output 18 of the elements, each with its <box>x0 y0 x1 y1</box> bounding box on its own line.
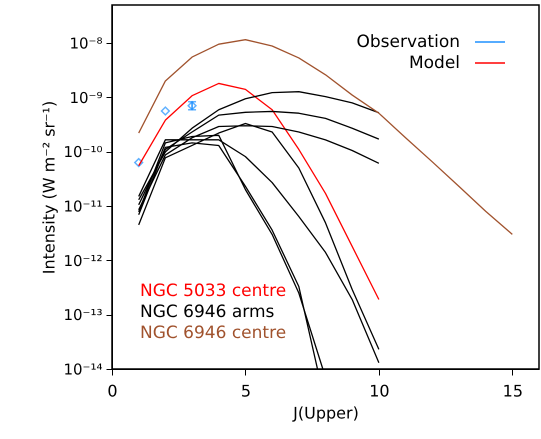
annotation: Model <box>408 53 460 73</box>
x-axis-title: J(Upper) <box>292 404 359 422</box>
y-tick-label: 10⁻¹² <box>63 252 102 270</box>
x-tick-label: 10 <box>369 382 390 400</box>
text: NGC 6946 arms <box>140 302 274 322</box>
annotation: Observation <box>356 32 460 52</box>
y-tick-label: 10⁻¹⁴ <box>63 360 102 378</box>
x-tick-label: 0 <box>107 382 118 400</box>
x-tick-label: 5 <box>240 382 252 400</box>
y-tick-label: 10⁻¹³ <box>63 306 102 324</box>
text: NGC 5033 centre <box>140 281 286 301</box>
y-tick-label: 10⁻⁸ <box>69 34 102 52</box>
y-tick-label: 10⁻¹⁰ <box>63 143 102 162</box>
y-tick-label: 10⁻⁹ <box>69 88 102 107</box>
y-axis-title: Intensity (W m⁻² sr⁻¹) <box>39 100 58 274</box>
y-tick-label: 10⁻¹¹ <box>63 197 102 216</box>
x-tick-label: 15 <box>502 382 523 400</box>
text: NGC 6946 centre <box>140 323 286 343</box>
